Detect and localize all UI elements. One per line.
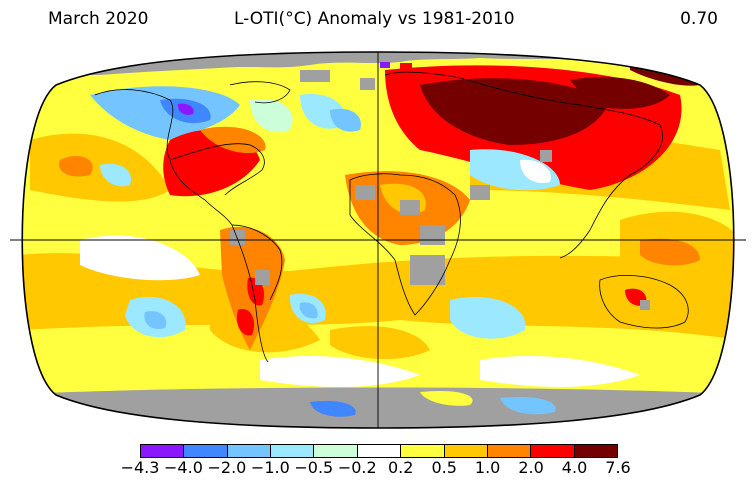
colorbar-swatch [444,445,488,457]
colorbar-tick-label: −1.0 [250,458,290,477]
colorbar-swatch [574,445,617,457]
colorbar-tick-label: −4.3 [120,458,160,477]
colorbar-ticks: −4.3 −4.0 −2.0 −1.0 −0.5 −0.2 0.2 0.5 1.0 2.0 4.0 7… [121,458,631,482]
colorbar-swatch [531,445,575,457]
colorbar-tick-label: −0.2 [337,458,377,477]
colorbar-swatch [227,445,272,457]
anomaly-map [10,51,746,429]
map-title: L-OTI(°C) Anomaly vs 1981-2010 [234,9,515,29]
colorbar-tick-label: 0.2 [387,458,414,477]
colorbar-swatch [314,445,358,457]
map-outline [21,51,735,429]
tropical-band [22,253,734,340]
colorbar-swatch [401,445,445,457]
colorbar-swatch [141,445,185,457]
colorbar-tick-label: 0.5 [431,458,457,477]
colorbar-swatch [487,445,532,457]
global-mean-value: 0.70 [680,9,718,29]
colorbar-tick-label: 4.0 [561,458,588,477]
colorbar-tick-label: −0.5 [294,458,334,477]
colorbar-tick-label: −4.0 [164,458,203,477]
colorbar-tick-label: −2.0 [207,458,247,477]
colorbar [140,444,618,458]
colorbar-tick-label: 2.0 [518,458,544,477]
colorbar-tick-label: 1.0 [474,458,501,477]
colorbar-swatch [184,445,228,457]
coastlines [94,71,689,363]
map-date-label: March 2020 [48,9,149,29]
colorbar-swatch [357,445,402,457]
colorbar-tick-label: 7.6 [605,458,631,477]
colorbar-swatch [271,445,315,457]
white-anomaly [80,235,200,281]
extreme-warm-anomaly [420,78,610,145]
